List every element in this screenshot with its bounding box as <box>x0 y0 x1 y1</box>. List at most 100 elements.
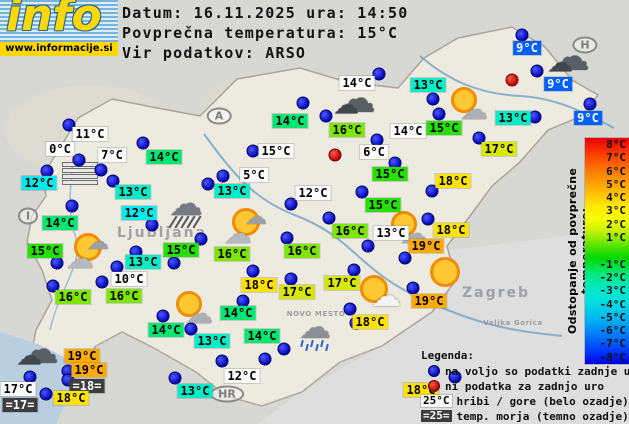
cloud-icon: ☁ <box>245 205 267 230</box>
temperature-label: 14°C <box>339 76 375 90</box>
rain-drop <box>305 343 309 352</box>
temperature-label: 19°C <box>64 349 100 363</box>
station-dot-available <box>277 342 291 356</box>
temperature-label: 14°C <box>244 329 280 343</box>
scale-tick-label: 2°C <box>606 217 626 231</box>
temperature-label: 15°C <box>258 144 294 158</box>
temperature-label: 16°C <box>106 289 142 303</box>
scale-tick-label: -8°C <box>599 350 627 364</box>
station-dot-available <box>258 352 272 366</box>
legend-item-text: temp. morja (temno ozadje) <box>456 409 629 423</box>
temperature-label: 18°C <box>433 223 469 237</box>
station-dot-available <box>406 281 420 295</box>
temperature-label: 10°C <box>111 272 147 286</box>
legend-items: na voljo so podatki zadnje ure ni podatka… <box>421 365 629 423</box>
temperature-label: 13°C <box>410 78 446 92</box>
station-dot-available <box>201 177 215 191</box>
sun-icon <box>451 87 477 113</box>
temperature-label: 9°C <box>513 41 541 55</box>
city-label: NOVO MESTO <box>286 310 346 318</box>
legend-item: na voljo so podatki zadnje ure <box>421 365 629 378</box>
sun-cloud-icon: ☁ <box>171 288 215 330</box>
temperature-label: 13°C <box>115 185 151 199</box>
station-dot-available <box>94 163 108 177</box>
scale-tick-label: 3°C <box>606 204 626 218</box>
station-dot-available <box>319 109 333 123</box>
temperature-label: 19°C <box>71 363 107 377</box>
station-dot-available <box>398 251 412 265</box>
temperature-label: 19°C <box>411 294 447 308</box>
sun-icon <box>360 275 388 303</box>
station-dot-available <box>106 174 120 188</box>
station-dot-missing <box>505 73 519 87</box>
sun-icon <box>423 252 467 292</box>
temperature-label: 13°C <box>177 384 213 398</box>
scale-tick-label: -1°C <box>599 257 627 271</box>
fog-bar <box>62 174 98 179</box>
country-sign-hr: HR <box>210 385 244 403</box>
header-date-line: Datum: 16.11.2025 ura: 14:50 <box>122 4 409 22</box>
station-dot-available <box>184 322 198 336</box>
header-source-line: Vir podatkov: ARSO <box>122 44 307 62</box>
station-dot-available <box>284 272 298 286</box>
temperature-label: 15°C <box>27 244 63 258</box>
deviation-color-scale: 8°C 7°C 6°C 5°C 4°C 3°C 2°C 1°C -1°C -2°C -3°C -4°C… <box>585 138 629 364</box>
legend-blue-dot-icon <box>428 365 440 378</box>
cloud-icon: ☁ <box>19 327 59 374</box>
legend-title: Legenda: <box>421 349 474 362</box>
legend-item: ni podatka za zadnjo uro <box>421 380 629 393</box>
city-label: Ljubljana <box>116 225 208 241</box>
cloud-icon: ☁ <box>224 216 252 250</box>
station-dot-available <box>347 263 361 277</box>
legend-white-box-sample: 25°C <box>421 394 452 408</box>
sun-cloud-icon: ☁ <box>446 84 490 126</box>
fog-bar <box>62 168 98 173</box>
rain-icon: ☁ <box>164 184 208 233</box>
sun-clouds-icon: ☁ ☁ <box>66 230 110 275</box>
legend-item-text: na voljo so podatki zadnje ure <box>445 364 629 378</box>
station-dot-available <box>246 144 260 158</box>
station-dot-available <box>46 279 60 293</box>
station-dot-available <box>39 387 53 401</box>
temperature-label: 18°C <box>352 315 388 329</box>
station-dot-available <box>432 107 446 121</box>
temperature-label: 15°C <box>365 198 401 212</box>
scale-tick-label: -7°C <box>599 337 627 351</box>
temperature-label: 11°C <box>72 127 108 141</box>
scale-tick-label: 7°C <box>606 151 626 165</box>
temperature-label: 16°C <box>55 290 91 304</box>
temperature-label: 12°C <box>121 206 157 220</box>
site-logo[interactable]: info www.informacije.si <box>0 0 118 56</box>
logo-stripes <box>0 0 118 42</box>
city-label: Velika Gorica <box>483 319 543 327</box>
station-dot-available <box>167 256 181 270</box>
temperature-label: 9°C <box>574 111 602 125</box>
sun-clouds-icon: ☁ ☁ <box>224 205 268 250</box>
temperature-label: 12°C <box>21 176 57 190</box>
legend-red-dot-icon <box>428 380 440 393</box>
scale-tick-label: 5°C <box>606 177 626 191</box>
sun-icon <box>74 233 102 261</box>
legend-item-text: hribi / gore (belo ozadje) <box>456 394 629 408</box>
station-dot-available <box>145 218 159 232</box>
temperature-label: =17= <box>2 398 38 412</box>
temperature-label: 17°C <box>324 276 360 290</box>
temperature-label: 5°C <box>240 168 268 182</box>
station-dot-available <box>65 199 79 213</box>
temperature-label: 18°C <box>435 174 471 188</box>
station-dot-available <box>62 118 76 132</box>
station-dot-available <box>583 97 597 111</box>
station-dot-available <box>426 92 440 106</box>
temperature-label: 17°C <box>279 285 315 299</box>
station-dot-available <box>448 370 462 384</box>
station-dot-available <box>425 184 439 198</box>
station-dot-available <box>530 64 544 78</box>
temperature-label: 15°C <box>426 121 462 135</box>
station-dot-available <box>156 309 170 323</box>
logo-url-link[interactable]: www.informacije.si <box>0 42 118 56</box>
header-info: Datum: 16.11.2025 ura: 14:50 Povprečna t… <box>122 3 408 63</box>
legend: Legenda: na voljo so podatki zadnje ure n… <box>421 349 629 423</box>
temperature-label: 0°C <box>46 142 74 156</box>
cloud-icon: ☁ <box>371 278 401 314</box>
country-sign-h: H <box>572 36 598 54</box>
